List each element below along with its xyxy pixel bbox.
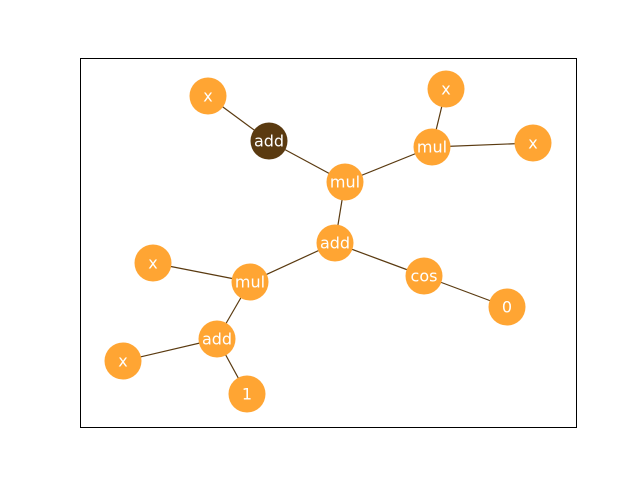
node-cos: cos bbox=[405, 257, 443, 295]
node-circle bbox=[189, 77, 227, 115]
node-circle bbox=[413, 128, 451, 166]
node-add_root: add bbox=[316, 224, 354, 262]
node-label: cos bbox=[411, 267, 438, 286]
node-label: mul bbox=[235, 273, 265, 292]
node-label: add bbox=[254, 132, 284, 151]
node-x_top: x bbox=[427, 70, 465, 108]
node-label: add bbox=[320, 234, 350, 253]
node-label: add bbox=[202, 330, 232, 349]
node-circle bbox=[228, 375, 266, 413]
node-add_dark: add bbox=[250, 122, 288, 160]
node-label: x bbox=[203, 87, 212, 106]
node-x_topleft: x bbox=[189, 77, 227, 115]
node-zero: 0 bbox=[488, 288, 526, 326]
node-x_bottomleft: x bbox=[104, 342, 142, 380]
node-add_bottom: add bbox=[198, 320, 236, 358]
node-circle bbox=[231, 263, 269, 301]
nodes-layer: add mul add x mul x x mul x add x 1 cos 0 bbox=[104, 70, 552, 413]
node-label: 1 bbox=[242, 385, 252, 404]
node-circle bbox=[326, 163, 364, 201]
node-circle bbox=[316, 224, 354, 262]
node-circle bbox=[427, 70, 465, 108]
node-mul_topright: mul bbox=[413, 128, 451, 166]
node-one: 1 bbox=[228, 375, 266, 413]
node-label: x bbox=[441, 80, 450, 99]
node-x_left: x bbox=[134, 244, 172, 282]
node-circle bbox=[198, 320, 236, 358]
node-label: x bbox=[148, 254, 157, 273]
node-label: 0 bbox=[502, 298, 512, 317]
node-mul_top: mul bbox=[326, 163, 364, 201]
node-mul_left: mul bbox=[231, 263, 269, 301]
node-circle bbox=[104, 342, 142, 380]
node-circle bbox=[488, 288, 526, 326]
node-label: x bbox=[528, 134, 537, 153]
node-label: mul bbox=[417, 138, 447, 157]
node-circle bbox=[250, 122, 288, 160]
node-circle bbox=[514, 124, 552, 162]
node-x_right: x bbox=[514, 124, 552, 162]
node-circle bbox=[134, 244, 172, 282]
node-label: mul bbox=[330, 173, 360, 192]
node-label: x bbox=[118, 352, 127, 371]
node-circle bbox=[405, 257, 443, 295]
